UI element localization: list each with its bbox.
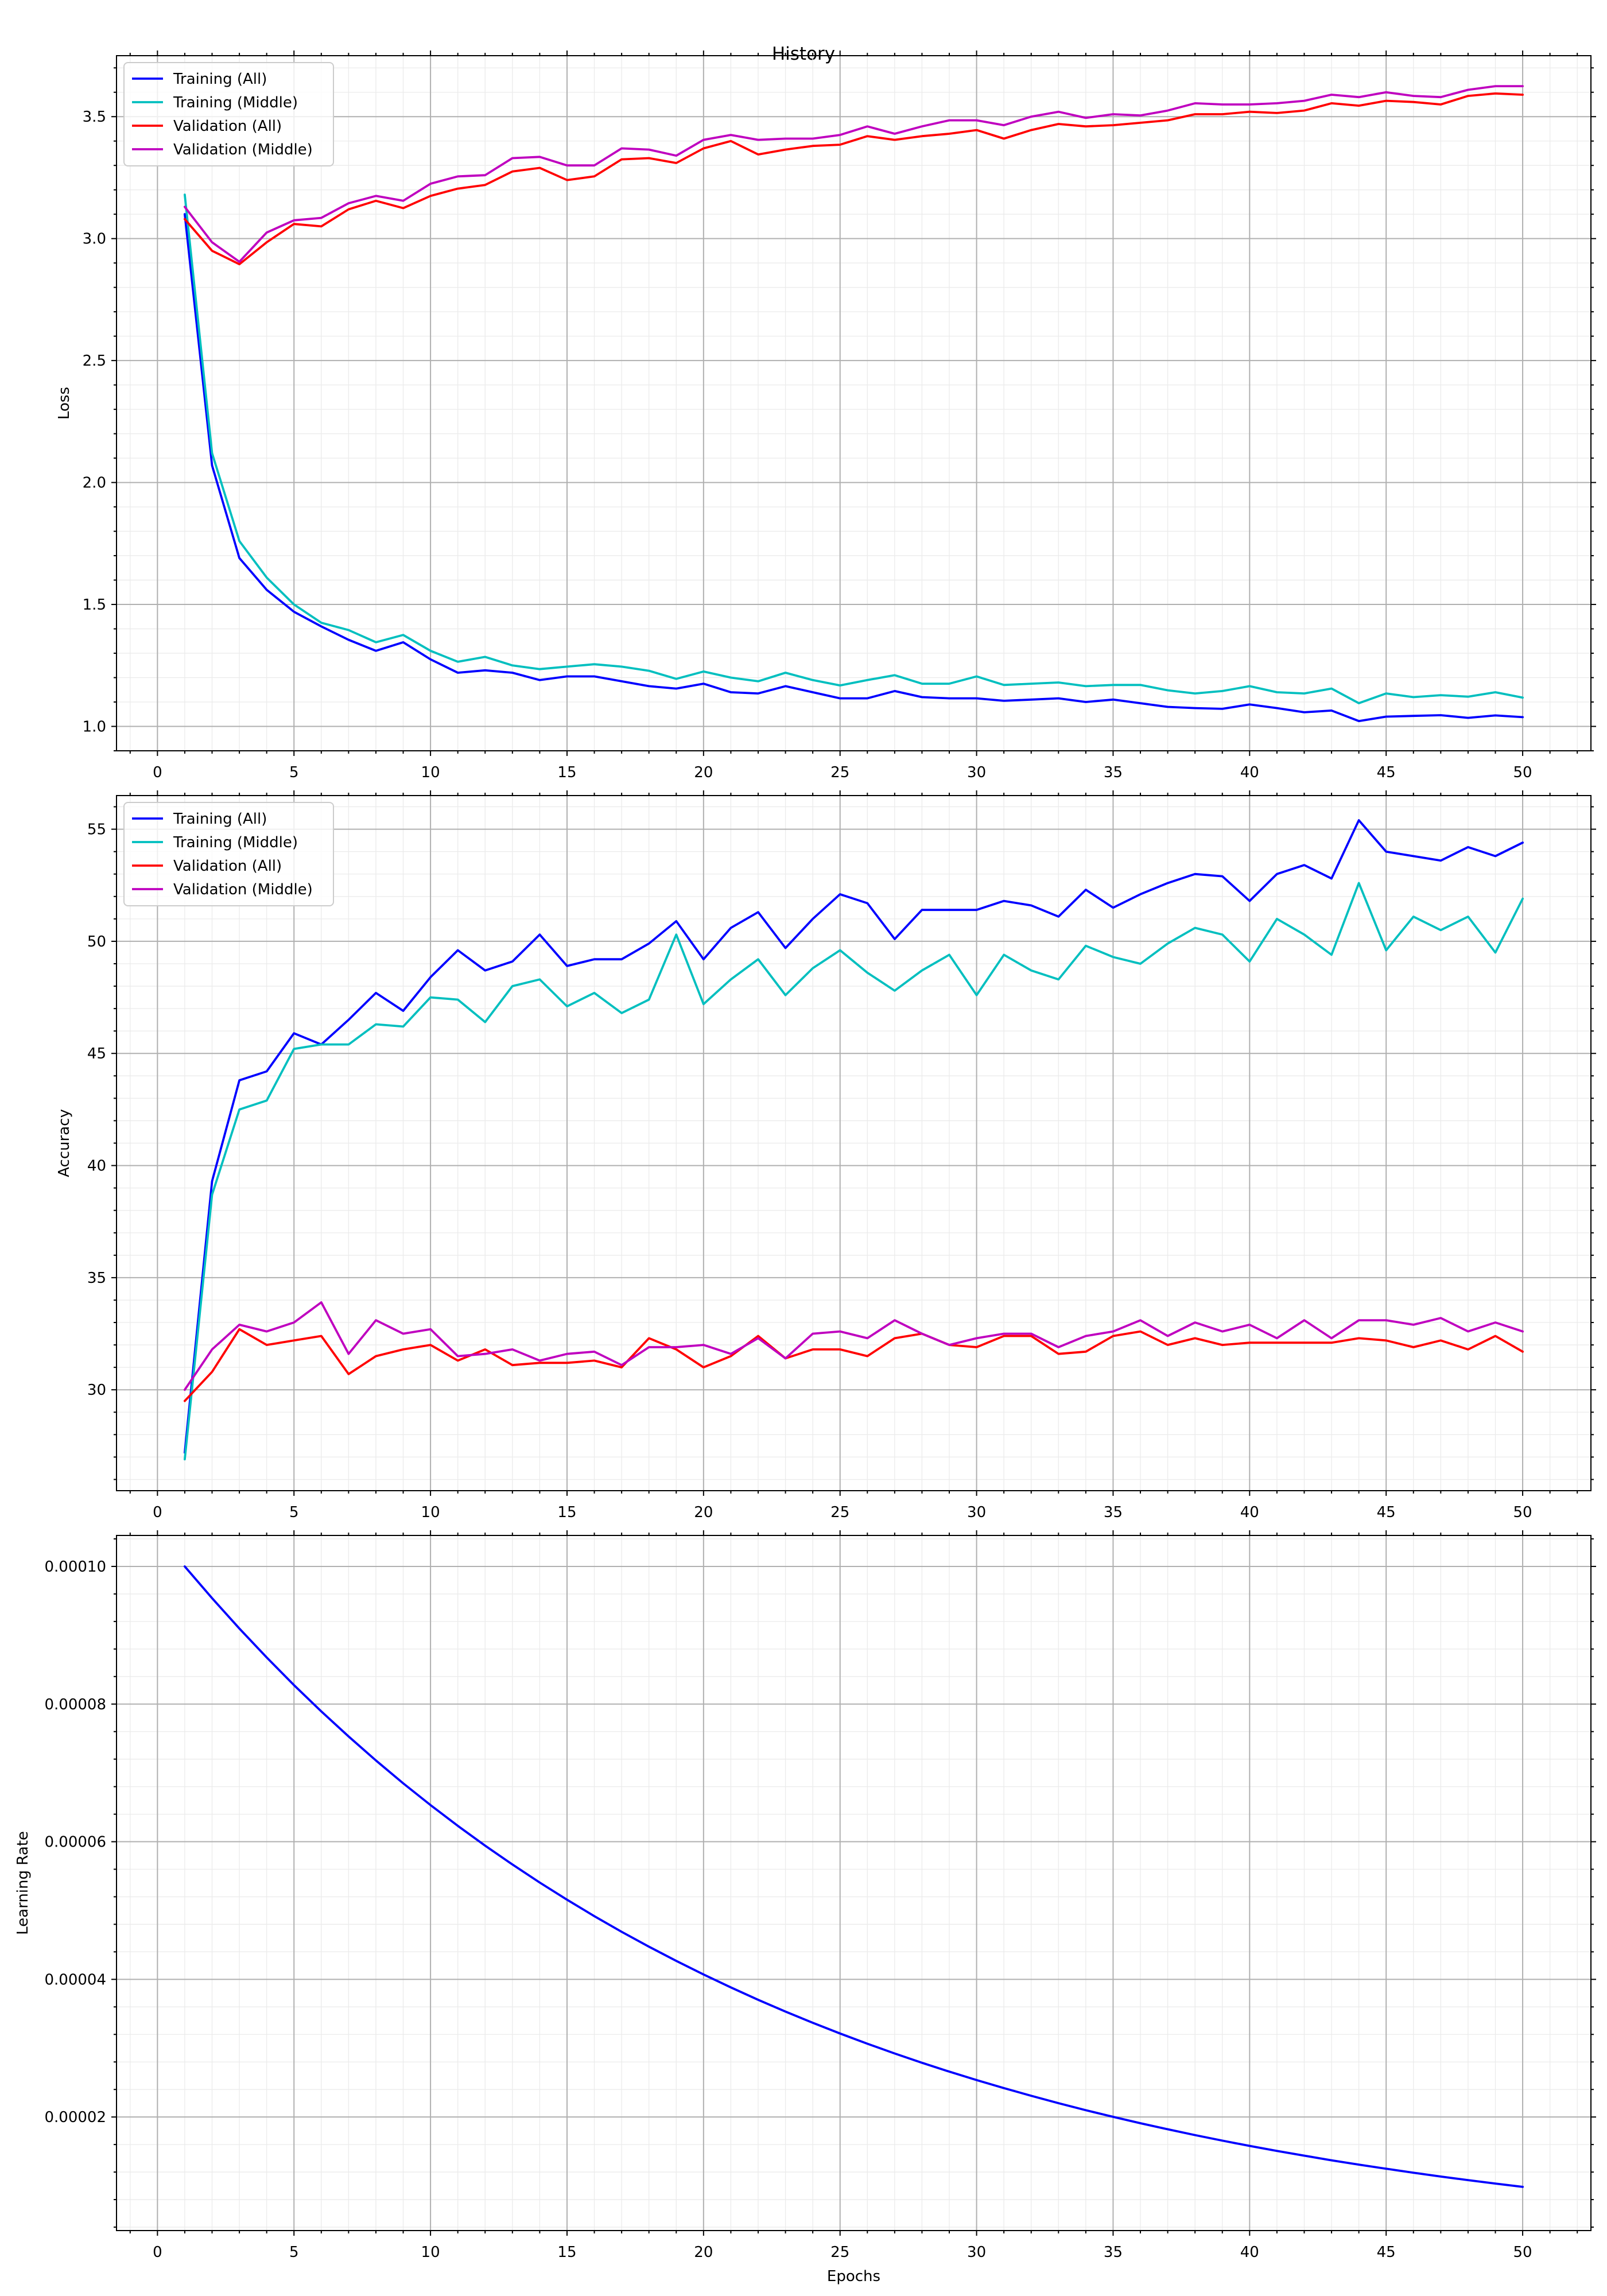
legend: Training (All) Training (Middle) Validatio… — [123, 802, 334, 906]
series-line-training-all — [183, 819, 1524, 1454]
legend-label: Training (All) — [173, 810, 267, 828]
series-line-validation-all — [183, 1328, 1524, 1402]
x-tick-label: 5 — [289, 764, 299, 781]
x-tick-label: 45 — [1377, 1504, 1396, 1521]
legend-label: Validation (Middle) — [173, 141, 313, 158]
x-tick-label: 5 — [289, 2244, 299, 2261]
plot-frame — [116, 55, 1592, 751]
x-tick-label: 45 — [1377, 764, 1396, 781]
figure-title: History — [772, 44, 835, 64]
ticks — [111, 51, 1596, 756]
x-tick-label: 35 — [1104, 1504, 1123, 1521]
y-tick-label: 0.00006 — [44, 1834, 106, 1851]
x-tick-label: 0 — [153, 1504, 162, 1521]
x-tick-label: 45 — [1377, 2244, 1396, 2261]
x-tick-label: 10 — [421, 1504, 440, 1521]
chart-panel-2: 0 5 10 15 20 25 30 35 40 45 50 30 35 40 45 50 55 Accuracy… — [56, 790, 1596, 1521]
x-tick-label: 50 — [1513, 1504, 1532, 1521]
y-tick-label: 1.5 — [83, 596, 106, 614]
y-tick-label: 2.0 — [83, 475, 106, 492]
x-tick-label: 10 — [421, 2244, 440, 2261]
x-tick-label: 5 — [289, 1504, 299, 1521]
y-tick-label: 55 — [87, 821, 106, 839]
legend-box — [123, 62, 334, 166]
y-tick-label: 1.0 — [83, 719, 106, 736]
series-line-learning-rate — [183, 1565, 1524, 2188]
major-grid — [117, 1535, 1591, 2231]
x-tick-label: 50 — [1513, 2244, 1532, 2261]
y-tick-label: 2.5 — [83, 352, 106, 370]
x-tick-label: 30 — [967, 1504, 986, 1521]
y-tick-label: 3.0 — [83, 231, 106, 248]
x-tick-label: 30 — [967, 2244, 986, 2261]
x-tick-label: 20 — [694, 1504, 713, 1521]
y-tick-label: 0.00004 — [44, 1971, 106, 1988]
series-group — [183, 819, 1524, 1461]
legend-label: Validation (All) — [173, 858, 282, 875]
x-tick-label: 30 — [967, 764, 986, 781]
x-tick-label: 35 — [1104, 2244, 1123, 2261]
x-tick-label: 25 — [830, 764, 849, 781]
series-line-validation-all — [183, 92, 1524, 266]
x-tick-label: 40 — [1240, 1504, 1259, 1521]
y-tick-label: 35 — [87, 1270, 106, 1287]
series-line-training-middle — [183, 193, 1524, 704]
y-axis-label: Accuracy — [56, 1109, 73, 1177]
y-tick-label: 0.00002 — [44, 2109, 106, 2126]
series-line-training-all — [183, 213, 1524, 723]
series-group — [183, 85, 1524, 723]
x-tick-label: 15 — [557, 764, 576, 781]
y-tick-label: 3.5 — [83, 108, 106, 126]
chart-panels: 0 5 10 15 20 25 30 35 40 45 501.01.52.02.53.03.5Lo… — [14, 51, 1596, 2285]
x-axis-label: Epochs — [827, 2268, 880, 2285]
legend-label: Training (Middle) — [173, 834, 298, 851]
x-tick-label: 40 — [1240, 764, 1259, 781]
series-line-training-middle — [183, 882, 1524, 1461]
x-tick-label: 35 — [1104, 764, 1123, 781]
legend-label: Validation (Middle) — [173, 881, 313, 898]
chart-panel-3: 0 5 10 15 20 25 30 35 40 45 50 0.00002 0.00004 0.0000… — [14, 1530, 1596, 2285]
y-tick-label: 0.00008 — [44, 1696, 106, 1713]
plot-frame — [116, 1535, 1592, 2231]
y-axis-label: Loss — [56, 387, 73, 420]
series-line-validation-middle — [183, 85, 1524, 263]
y-tick-label: 40 — [87, 1158, 106, 1175]
y-tick-label: 30 — [87, 1382, 106, 1399]
ticks — [111, 1530, 1596, 2236]
x-tick-label: 20 — [694, 764, 713, 781]
x-tick-label: 25 — [830, 1504, 849, 1521]
x-tick-label: 0 — [153, 2244, 162, 2261]
ticks — [111, 790, 1596, 1496]
x-tick-label: 10 — [421, 764, 440, 781]
x-tick-label: 25 — [830, 2244, 849, 2261]
x-tick-label: 40 — [1240, 2244, 1259, 2261]
y-tick-label: 0.00010 — [44, 1558, 106, 1576]
major-grid — [117, 796, 1591, 1491]
series-line-validation-middle — [183, 1301, 1524, 1391]
y-axis-label: Learning Rate — [14, 1831, 32, 1935]
x-tick-label: 50 — [1513, 764, 1532, 781]
x-tick-label: 15 — [557, 1504, 576, 1521]
series-group — [183, 1565, 1524, 2188]
legend-label: Training (Middle) — [173, 94, 298, 111]
x-tick-label: 0 — [153, 764, 162, 781]
y-tick-label: 45 — [87, 1045, 106, 1062]
legend-label: Validation (All) — [173, 118, 282, 135]
y-tick-label: 50 — [87, 933, 106, 951]
chart-panel-1: 0 5 10 15 20 25 30 35 40 45 50 1.0 1.5 2.0 2.5 3.0 3.5 Lo… — [56, 51, 1596, 781]
x-tick-label: 20 — [694, 2244, 713, 2261]
legend: Training (All) Training (Middle) Validatio… — [123, 62, 334, 166]
major-grid — [117, 56, 1591, 751]
legend-box — [123, 802, 334, 906]
x-tick-label: 15 — [557, 2244, 576, 2261]
legend-label: Training (All) — [173, 71, 267, 88]
